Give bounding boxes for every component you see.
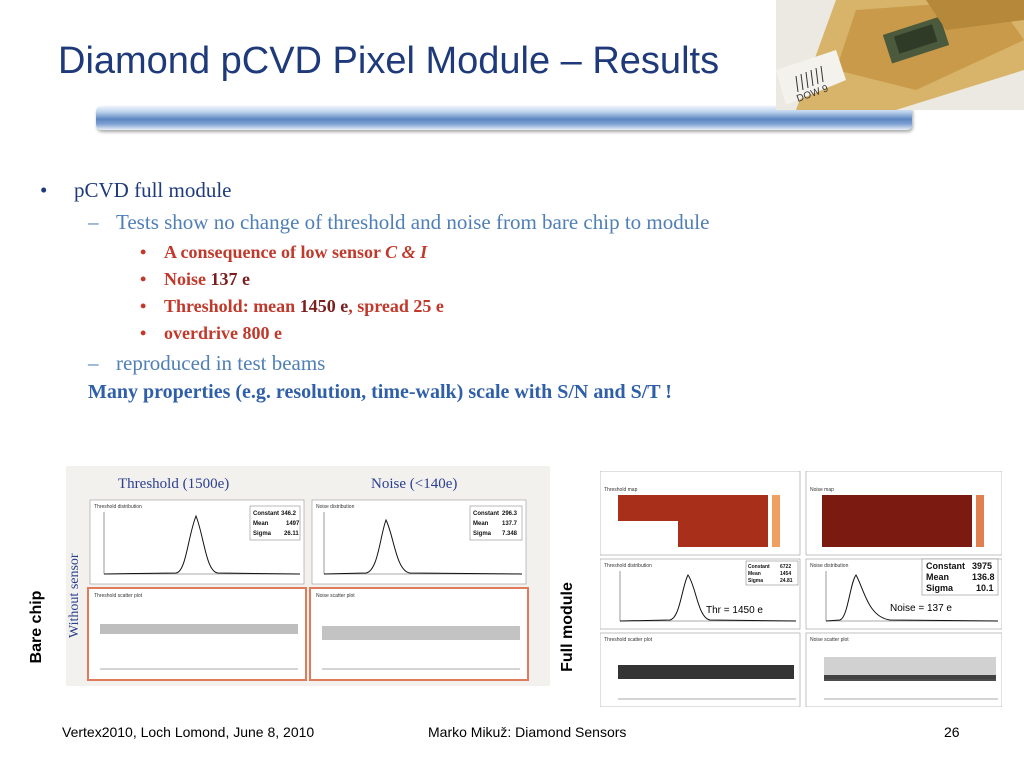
slide-title: Diamond pCVD Pixel Module – Results [58,40,720,82]
footer-center: Marko Mikuž: Diamond Sensors [428,724,627,740]
module-photo: DOW 9 [776,0,1024,110]
svg-text:136.8: 136.8 [972,572,995,582]
svg-text:Sigma: Sigma [748,578,763,584]
svg-text:Threshold scatter plot: Threshold scatter plot [604,637,653,643]
svg-text:Constant: Constant [253,511,279,517]
svg-text:10.1: 10.1 [976,583,994,593]
svg-text:3975: 3975 [972,561,992,571]
bullet-level3-consequence: • A consequence of low sensor C & I [140,242,428,262]
bullet-level3-noise: • Noise 137 e [140,269,250,289]
svg-text:1497: 1497 [286,521,300,527]
svg-text:Noise scatter plot: Noise scatter plot [810,637,849,643]
bullet-level2-testbeams: – reproduced in test beams [88,351,326,375]
svg-text:Threshold distribution: Threshold distribution [604,563,652,569]
header-noise: Noise (<140e) [371,476,457,492]
panel-title: Noise distribution [316,504,355,510]
noise-label: Noise = 137 e [890,603,952,614]
footer-left: Vertex2010, Loch Lomond, June 8, 2010 [62,724,315,740]
header-threshold: Threshold (1500e) [118,476,229,492]
svg-text:26.11: 26.11 [284,531,299,537]
svg-text:Sigma: Sigma [253,531,272,537]
svg-text:Mean: Mean [473,521,489,527]
svg-text:Threshold map: Threshold map [604,487,638,493]
bare-chip-figure: Threshold (1500e) Noise (<140e) Without … [66,466,550,686]
svg-text:Noise scatter plot: Noise scatter plot [316,593,355,599]
full-module-figure: Threshold map Noise map Threshold distri… [600,471,1002,707]
side-label-without-sensor: Without sensor [67,553,82,638]
svg-text:1454: 1454 [780,571,791,577]
svg-text:Mean: Mean [253,521,269,527]
bullet-level3-overdrive: • overdrive 800 e [140,323,282,343]
svg-text:137.7: 137.7 [502,521,518,527]
bullet-level3-threshold: • Threshold: mean 1450 e, spread 25 e [140,296,444,316]
svg-text:7.348: 7.348 [502,531,518,537]
svg-text:296.3: 296.3 [502,511,518,517]
svg-text:Mean: Mean [748,571,761,577]
svg-text:Mean: Mean [926,572,949,582]
svg-text:Constant: Constant [748,564,770,570]
module-photo-drawing: DOW 9 [776,0,1024,110]
svg-text:24.81: 24.81 [780,578,793,584]
svg-text:Sigma: Sigma [926,583,954,593]
svg-text:Constant: Constant [926,561,965,571]
bullet-level2-tests: – Tests show no change of threshold and n… [88,210,710,234]
row-label-bare-chip: Bare chip [28,590,45,664]
svg-text:Sigma: Sigma [473,531,492,537]
bullet-level1: • pCVD full module [40,178,232,202]
svg-text:Noise map: Noise map [810,487,834,493]
row-label-full-module: Full module [559,582,576,672]
svg-text:Constant: Constant [473,511,499,517]
panel-title: Threshold distribution [94,504,142,510]
title-underline-bar [96,106,912,130]
thr-label: Thr = 1450 e [706,605,763,616]
svg-text:Threshold scatter plot: Threshold scatter plot [94,593,143,599]
bullet-summary: Many properties (e.g. resolution, time-w… [88,381,672,403]
svg-text:6722: 6722 [780,564,791,570]
svg-text:Noise distribution: Noise distribution [810,563,849,569]
page-number: 26 [944,724,960,740]
svg-text:346.2: 346.2 [281,511,297,517]
